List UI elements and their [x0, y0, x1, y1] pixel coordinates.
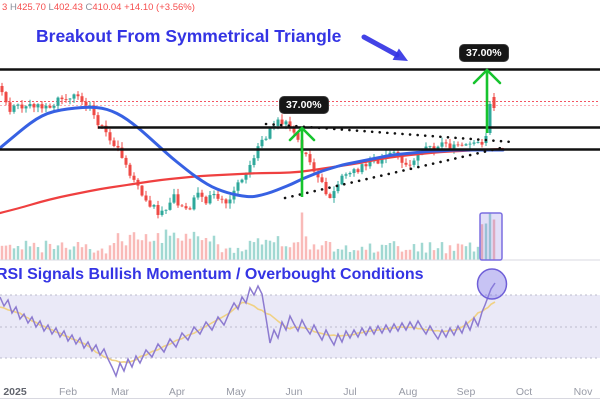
rsi-title-annotation[interactable]: RSI Signals Bullish Momentum / Overbough…	[0, 266, 424, 283]
ohlc-readout: 3 H425.70 L402.43 C410.04 +14.10 (+3.56%…	[2, 2, 195, 13]
axis-month-label: Feb	[58, 386, 78, 398]
axis-month-label: 2025	[3, 386, 27, 398]
resistance-line-layer	[0, 68, 600, 151]
ohlc-close-value: 410.04	[92, 2, 122, 13]
breakout-volume-highlight	[479, 212, 503, 261]
ohlc-change-value: +14.10 (+3.56%)	[124, 2, 195, 13]
triangle-trendline-layer	[264, 122, 514, 200]
price-target-badge[interactable]: 37.00%	[279, 96, 329, 114]
ohlc-open-fragment: 3	[2, 2, 8, 13]
axis-month-label: Nov	[573, 386, 593, 398]
axis-month-label: May	[226, 386, 246, 398]
rsi-line	[0, 282, 496, 379]
price-target-badge[interactable]: 37.00%	[459, 44, 509, 62]
green-up-arrow[interactable]	[472, 68, 502, 133]
green-up-arrow[interactable]	[288, 126, 316, 197]
axis-month-label: Sep	[456, 386, 476, 398]
axis-month-label: Oct	[515, 386, 533, 398]
breakout-title-annotation[interactable]: Breakout From Symmetrical Triangle	[36, 26, 342, 46]
moving-average-layer	[0, 105, 505, 215]
blue-ma-line	[0, 105, 505, 199]
overbought-circle-annotation[interactable]	[476, 268, 508, 300]
axis-month-label: Jul	[343, 386, 357, 398]
red-ma-line	[0, 147, 505, 215]
axis-month-label: Apr	[168, 386, 186, 398]
candlestick-layer	[0, 82, 496, 219]
rsi-layer	[0, 282, 496, 379]
ohlc-low-value: 402.43	[53, 2, 83, 13]
axis-separator	[0, 398, 600, 399]
ohlc-close-label: C	[85, 2, 93, 13]
volume-layer	[0, 212, 600, 261]
ohlc-low-label: L	[48, 2, 54, 13]
axis-month-label: Jun	[285, 386, 303, 398]
ohlc-high-value: 425.70	[16, 2, 46, 13]
axis-month-label: Mar	[110, 386, 130, 398]
ohlc-high-label: H	[9, 2, 17, 13]
axis-month-label: Aug	[398, 386, 418, 398]
time-axis[interactable]: 2025 Feb Mar Apr May Jun Jul Aug Sep Oct Nov	[0, 386, 600, 400]
blue-pointer-arrow[interactable]	[361, 34, 408, 61]
